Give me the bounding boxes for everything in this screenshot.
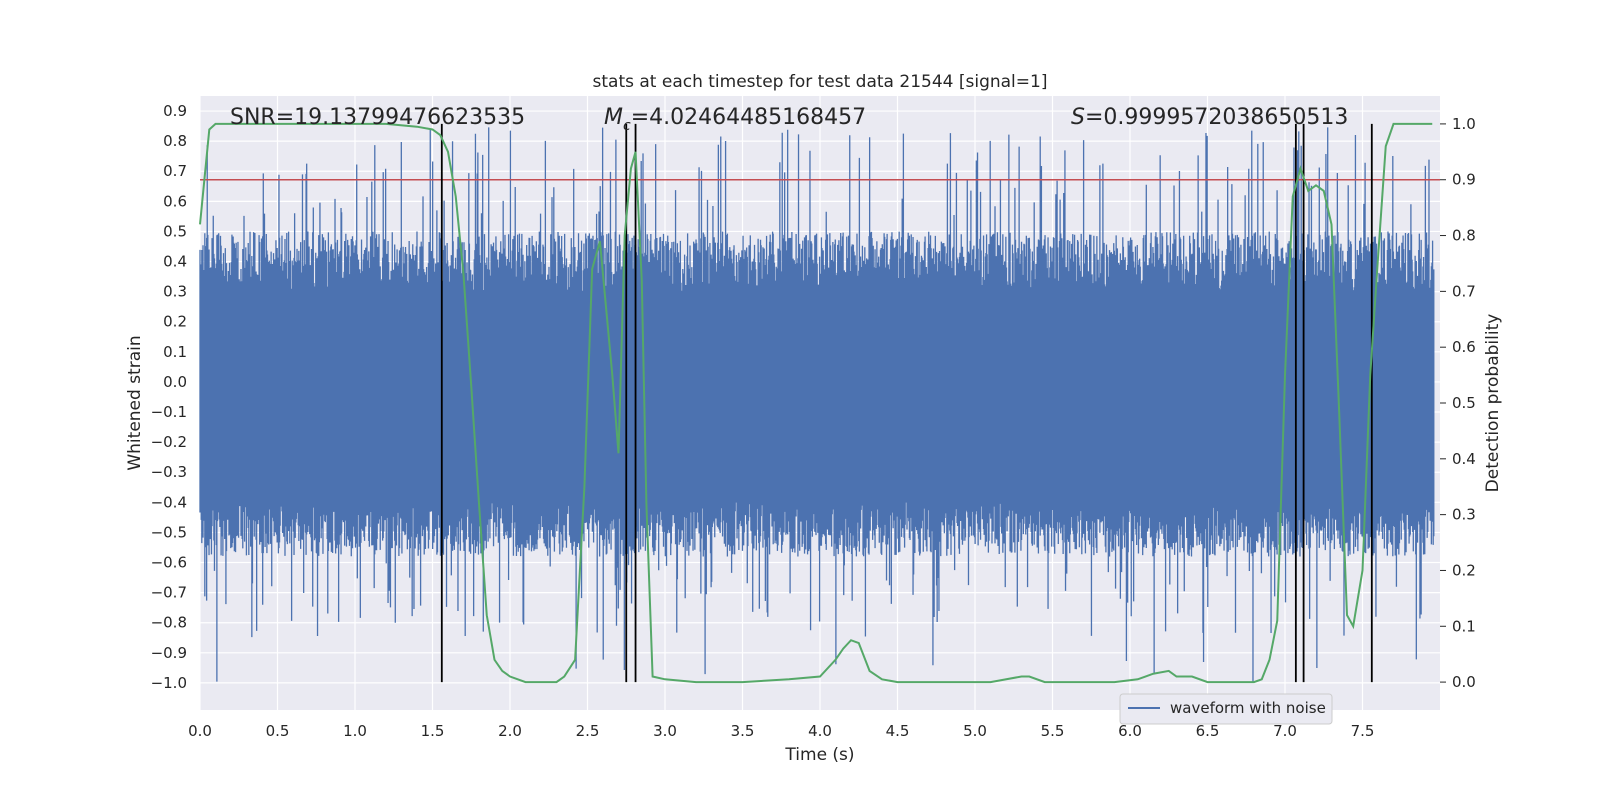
y-left-tick-label: 0.3	[163, 283, 187, 301]
x-tick-label: 2.5	[576, 722, 600, 740]
waveform-trace	[199, 127, 1435, 683]
probability-series	[199, 122, 1433, 684]
y-left-tick-label: 0.5	[163, 222, 187, 240]
chirp-mass-value: =4.02464485168457	[631, 105, 866, 130]
x-tick-label: 4.0	[808, 722, 832, 740]
x-tick-label: 1.5	[421, 722, 445, 740]
y-left-tick-label: −0.8	[151, 614, 187, 632]
y-left-tick-label: −1.0	[151, 674, 187, 692]
legend-entry: waveform with noise	[1170, 699, 1326, 717]
chirp-mass-annotation: Mc=4.02464485168457	[604, 105, 866, 134]
y-left-tick-label: −0.2	[151, 433, 187, 451]
legend: waveform with noise	[1119, 693, 1333, 725]
y-left-tick-label: 0.1	[163, 343, 187, 361]
x-tick-label: 6.5	[1196, 722, 1220, 740]
y-right-tick-label: 0.5	[1452, 394, 1476, 412]
y-right-axis-label: Detection probability	[1483, 314, 1503, 493]
snr-annotation: SNR=19.13799476623535	[230, 105, 525, 130]
y-right-tick-label: 0.4	[1452, 450, 1476, 468]
y-left-tick-label: −0.1	[151, 403, 187, 421]
y-left-axis-label: Whitened strain	[125, 335, 145, 470]
x-tick-label: 7.0	[1273, 722, 1297, 740]
x-axis-ticks: 0.0 0.5 1.0 1.5 2.0 2.5 3.0 3.5 4.0 4.5 5.0 5.5 6.0 6…	[188, 722, 1374, 740]
y-right-tick-label: 0.9	[1452, 171, 1476, 189]
y-left-tick-label: −0.3	[151, 463, 187, 481]
waveform-series	[199, 127, 1435, 683]
y-left-tick-label: −0.5	[151, 523, 187, 541]
y-left-tick-label: 0.0	[163, 373, 187, 391]
legend-box	[1119, 693, 1333, 725]
y-right-tick-label: 1.0	[1452, 115, 1476, 133]
y-right-tick-label: 0.0	[1452, 673, 1476, 691]
y-right-tick-label: 0.8	[1452, 227, 1476, 245]
y-left-tick-label: 0.2	[163, 313, 187, 331]
chirp-mass-symbol: M	[604, 105, 623, 130]
y-right-tick-label: 0.1	[1452, 617, 1476, 635]
y-right-tick-label: 0.2	[1452, 561, 1476, 579]
vertical-markers	[440, 123, 1373, 683]
y-left-tick-label: 0.9	[163, 102, 187, 120]
x-tick-label: 4.5	[886, 722, 910, 740]
y-left-tick-label: −0.9	[151, 644, 187, 662]
y-right-tick-label: 0.3	[1452, 506, 1476, 524]
y-left-tick-label: −0.7	[151, 584, 187, 602]
chirp-mass-subscript: c	[623, 118, 631, 134]
y-right-axis-ticks: 1.0 0.9 0.8 0.7 0.6 0.5 0.4 0.3 0.2 0.1 0.0	[1440, 115, 1476, 691]
x-tick-label: 5.0	[963, 722, 987, 740]
y-left-tick-label: −0.6	[151, 554, 187, 572]
y-left-tick-label: 0.7	[163, 162, 187, 180]
y-left-axis-ticks: 0.9 0.8 0.7 0.6 0.5 0.4 0.3 0.2 0.1 0.0 −0.1 −0.2 −0…	[151, 102, 187, 692]
x-tick-label: 1.0	[343, 722, 367, 740]
x-tick-label: 2.0	[498, 722, 522, 740]
x-tick-label: 7.5	[1351, 722, 1375, 740]
y-left-tick-label: 0.8	[163, 132, 187, 150]
x-tick-label: 3.0	[653, 722, 677, 740]
x-tick-label: 0.5	[266, 722, 290, 740]
x-tick-label: 6.0	[1118, 722, 1142, 740]
x-tick-label: 5.5	[1041, 722, 1065, 740]
y-left-tick-label: 0.4	[163, 253, 187, 271]
x-axis-label: Time (s)	[784, 745, 854, 765]
probability-trace	[199, 122, 1433, 684]
y-right-tick-label: 0.7	[1452, 282, 1476, 300]
s-annotation: S=0.9999572038650513	[1071, 105, 1348, 130]
s-symbol: S	[1071, 105, 1085, 130]
s-value: =0.9999572038650513	[1085, 105, 1348, 130]
chart-title: stats at each timestep for test data 215…	[593, 72, 1048, 92]
y-left-tick-label: −0.4	[151, 493, 187, 511]
y-left-tick-label: 0.6	[163, 192, 187, 210]
y-right-tick-label: 0.6	[1452, 338, 1476, 356]
x-tick-label: 0.0	[188, 722, 212, 740]
x-tick-label: 3.5	[731, 722, 755, 740]
